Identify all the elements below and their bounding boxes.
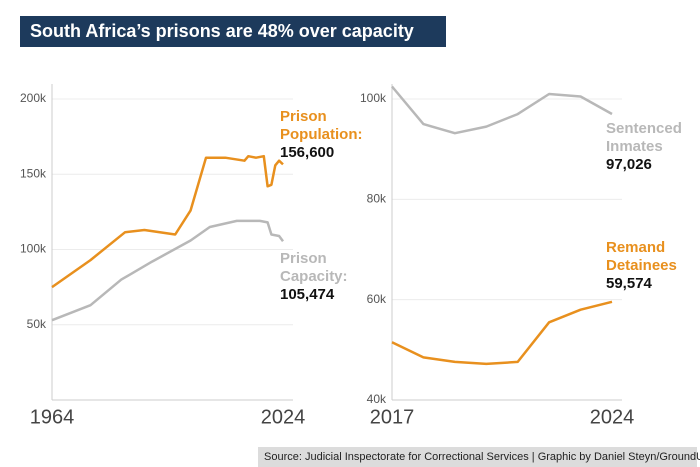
y-tick-label: 50k bbox=[27, 317, 47, 331]
y-tick-label: 80k bbox=[367, 192, 387, 206]
x-tick-label: 1964 bbox=[30, 406, 75, 428]
series-line bbox=[391, 300, 613, 366]
series-label: Prison Capacity: bbox=[280, 250, 348, 285]
y-tick-label: 100k bbox=[360, 91, 387, 105]
source: Source: Judicial Inspectorate for Correc… bbox=[264, 451, 700, 463]
series-line bbox=[51, 219, 285, 322]
chart-title: South Africa’s prisons are 48% over capa… bbox=[30, 21, 414, 41]
series-label-line: Remand bbox=[606, 239, 669, 256]
value-label: 97,026 bbox=[606, 156, 652, 173]
title-box bbox=[20, 16, 446, 47]
y-tick-label: 60k bbox=[367, 292, 387, 306]
series-label: Prison Population: bbox=[280, 108, 363, 143]
y-tick-label: 150k bbox=[20, 166, 47, 180]
x-tick-label: 2024 bbox=[261, 406, 306, 428]
y-tick-label: 100k bbox=[20, 242, 47, 256]
series-label-line: Population: bbox=[280, 126, 363, 143]
source-box bbox=[258, 447, 697, 467]
series-label-line: Prison bbox=[280, 108, 331, 125]
series-label-line: Capacity: bbox=[280, 268, 348, 285]
y-tick-label: 200k bbox=[20, 91, 47, 105]
value-label: 156,600 bbox=[280, 144, 334, 161]
series-label-line: Inmates bbox=[606, 138, 663, 155]
x-tick-label: 2024 bbox=[590, 406, 635, 428]
value-label: 59,574 bbox=[606, 275, 653, 292]
x-tick-label: 2017 bbox=[370, 406, 415, 428]
value-label: 105,474 bbox=[280, 286, 335, 303]
y-tick-label: 40k bbox=[367, 392, 387, 406]
series-line bbox=[51, 154, 284, 289]
series-label: Remand Detainees bbox=[606, 239, 677, 274]
series-label-line: Detainees bbox=[606, 257, 677, 274]
series-label-line: Sentenced bbox=[606, 120, 686, 137]
series-label: Sentenced Inmates bbox=[606, 120, 686, 155]
series-line bbox=[391, 85, 613, 135]
series-label-line: Prison bbox=[280, 250, 331, 267]
